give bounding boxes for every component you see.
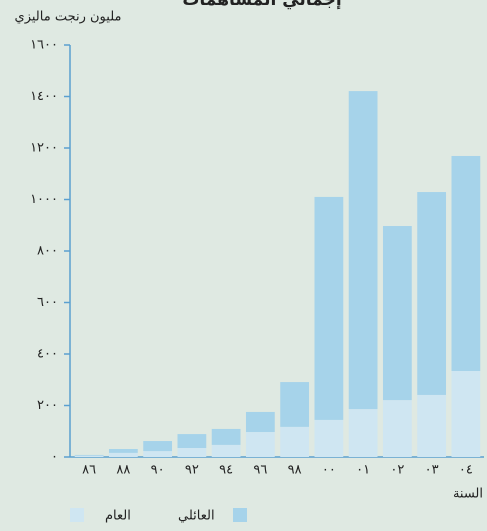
y-tick-label: ٦٠٠ [37, 295, 58, 310]
x-tick-label: ٠٤ [459, 463, 473, 478]
y-tick-label: ١٢٠٠ [30, 141, 58, 156]
x-tick-label: ٩٨ [288, 463, 302, 478]
bar-segment [382, 400, 412, 457]
bar-segment [348, 409, 378, 457]
x-tick-label: ٠٢ [390, 463, 404, 478]
x-axis-label: السنة [453, 487, 483, 502]
bar-segment [417, 192, 447, 395]
bar-segment [382, 226, 412, 401]
x-tick-label: ٨٦ [82, 463, 96, 478]
bar-segment [348, 91, 378, 410]
bar-segment [211, 428, 241, 445]
x-tick-label: ٩٤ [219, 463, 233, 478]
bar-segment [314, 196, 344, 420]
legend-swatch [233, 508, 247, 522]
x-tick-label: ٩٢ [185, 463, 199, 478]
y-axis-label: مليون رنجت ماليزي [15, 10, 122, 25]
bar-segment [143, 451, 173, 457]
bar-segment [74, 454, 104, 456]
y-tick-label: ٤٠٠ [37, 347, 58, 362]
bar-segment [177, 447, 207, 457]
legend-label: العائلي [178, 509, 215, 524]
y-tick-label: ١٠٠٠ [30, 192, 58, 207]
bar-segment [451, 155, 481, 371]
bar-segment [211, 444, 241, 457]
y-tick-label: ٠ [51, 450, 58, 465]
chart-title: إجمالي المساهمات [182, 0, 341, 10]
bar-segment [280, 382, 310, 427]
y-tick-label: ١٦٠٠ [30, 38, 58, 53]
bar-segment [314, 419, 344, 457]
x-tick-label: ٩٠ [151, 463, 165, 478]
y-tick-label: ٢٠٠ [37, 398, 58, 413]
bar-segment [143, 441, 173, 452]
x-tick-label: ٨٨ [116, 463, 130, 478]
legend-swatch [70, 508, 84, 522]
bar-segment [74, 455, 104, 457]
x-tick-label: ٠٣ [425, 463, 439, 478]
bar-segment [417, 394, 447, 457]
bar-segment [245, 411, 275, 433]
bar-segment [177, 434, 207, 448]
bar-segment [108, 449, 138, 453]
x-tick-label: ٠١ [356, 463, 370, 478]
y-tick-label: ١٤٠٠ [30, 89, 58, 104]
legend-label: العام [105, 509, 131, 524]
bar-segment [245, 432, 275, 457]
bar-segment [451, 370, 481, 457]
y-tick-label: ٨٠٠ [37, 244, 58, 259]
x-tick-label: ٩٦ [253, 463, 267, 478]
x-tick-label: ٠٠ [322, 463, 336, 478]
bar-segment [108, 452, 138, 457]
bar-segment [280, 426, 310, 457]
